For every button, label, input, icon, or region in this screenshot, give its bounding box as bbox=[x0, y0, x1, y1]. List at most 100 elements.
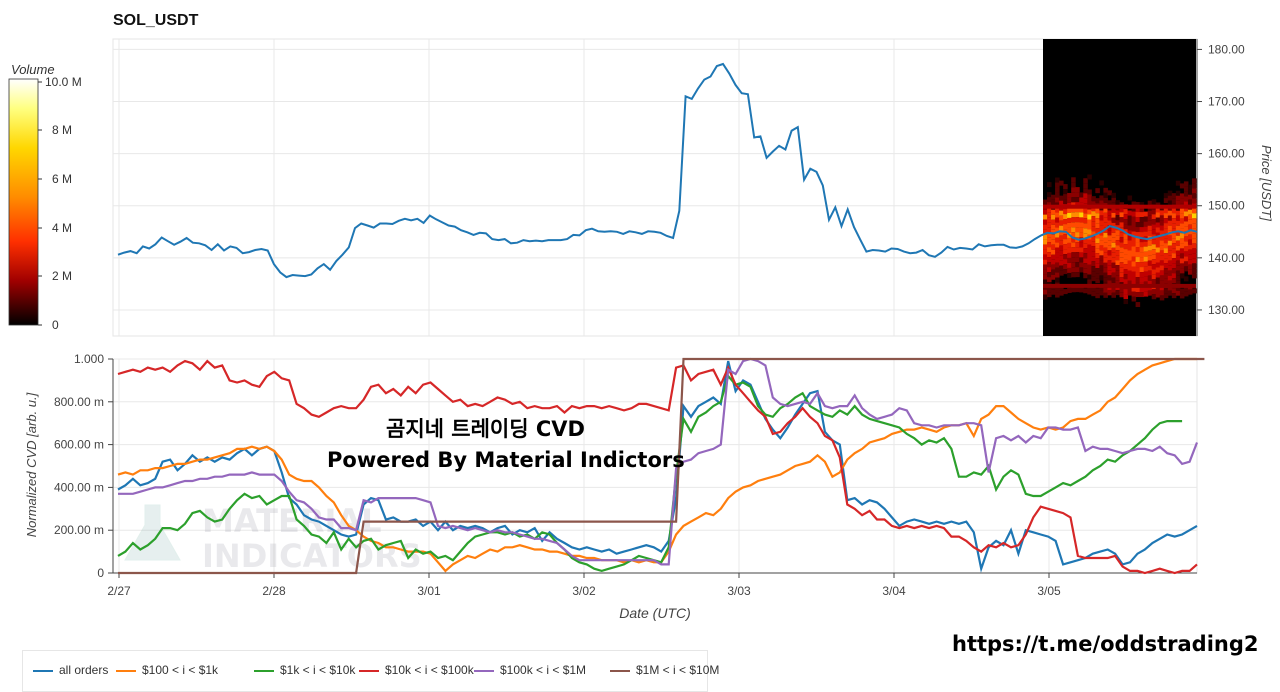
heatmap-cell bbox=[1107, 240, 1112, 246]
heatmap-cell bbox=[1183, 241, 1189, 247]
heatmap-cell bbox=[1103, 257, 1108, 263]
heatmap-cell bbox=[1075, 222, 1080, 228]
heatmap-cell bbox=[1143, 271, 1149, 277]
heatmap-cell bbox=[1167, 195, 1173, 201]
heatmap-cell bbox=[1051, 254, 1056, 260]
heatmap-cell bbox=[1099, 210, 1104, 216]
heatmap-cell bbox=[1087, 214, 1092, 220]
legend-label: $100k < i < $1M bbox=[500, 663, 587, 677]
heatmap-cell bbox=[1095, 198, 1100, 204]
heatmap-cell bbox=[1083, 193, 1088, 199]
heatmap-cell bbox=[1055, 272, 1060, 278]
heatmap-cell bbox=[1055, 277, 1060, 283]
heatmap-cell bbox=[1179, 268, 1185, 274]
heatmap-cell bbox=[1175, 275, 1181, 281]
heatmap-cell bbox=[1095, 288, 1100, 294]
heatmap-cell bbox=[1123, 224, 1129, 230]
cvd-series-line bbox=[117, 359, 1198, 575]
heatmap-cell bbox=[1163, 243, 1169, 249]
heatmap-cell bbox=[1111, 267, 1116, 273]
heatmap-cell bbox=[1111, 292, 1116, 298]
heatmap-cell bbox=[1155, 212, 1161, 218]
heatmap-cell bbox=[1055, 192, 1060, 198]
heatmap-cell bbox=[1171, 228, 1177, 234]
heatmap-cell bbox=[1147, 215, 1153, 221]
heatmap-cell bbox=[1103, 287, 1108, 293]
heatmap-cell bbox=[1115, 210, 1120, 216]
heatmap-cell bbox=[1103, 232, 1108, 238]
heatmap-cell bbox=[1131, 226, 1137, 232]
heatmap-cell bbox=[1095, 213, 1100, 219]
heatmap-cell bbox=[1135, 292, 1141, 298]
heatmap-cell bbox=[1111, 272, 1116, 278]
heatmap-cell bbox=[1167, 275, 1173, 281]
heatmap-cell bbox=[1055, 182, 1060, 188]
heatmap-cell bbox=[1087, 244, 1092, 250]
heatmap-cell bbox=[1115, 255, 1120, 261]
heatmap-cell bbox=[1043, 264, 1048, 270]
heatmap-band bbox=[1043, 283, 1196, 288]
heatmap-cell bbox=[1127, 210, 1133, 216]
heatmap-cell bbox=[1127, 285, 1133, 291]
heatmap-cell bbox=[1131, 271, 1137, 277]
heatmap-cell bbox=[1103, 212, 1108, 218]
heatmap-cell bbox=[1167, 260, 1173, 266]
heatmap-cell bbox=[1167, 245, 1173, 251]
heatmap-cell bbox=[1191, 263, 1197, 269]
heatmap-cell bbox=[1143, 246, 1149, 252]
cvd-series-line bbox=[118, 357, 1199, 566]
heatmap-cell bbox=[1091, 261, 1096, 267]
heatmap-cell bbox=[1143, 291, 1149, 297]
heatmap-cell bbox=[1171, 268, 1177, 274]
colorbar-tick-label: 10.0 M bbox=[45, 75, 82, 89]
heatmap-cell bbox=[1135, 232, 1141, 238]
heatmap-cell bbox=[1047, 242, 1052, 248]
telegram-link[interactable]: https://t.me/oddstrading2 bbox=[952, 632, 1259, 656]
heatmap-cell bbox=[1087, 274, 1092, 280]
heatmap-cell bbox=[1071, 217, 1076, 223]
cvd-tick-label: 0 bbox=[97, 566, 104, 580]
heatmap-cell bbox=[1119, 247, 1125, 253]
heatmap-cell bbox=[1099, 260, 1104, 266]
heatmap-cell bbox=[1147, 270, 1153, 276]
heatmap-cell bbox=[1063, 239, 1068, 245]
heatmap-cell bbox=[1079, 247, 1084, 253]
heatmap-cell bbox=[1087, 219, 1092, 225]
heatmap-cell bbox=[1067, 192, 1072, 198]
heatmap-cell bbox=[1051, 244, 1056, 250]
heatmap-cell bbox=[1083, 218, 1088, 224]
price-tick-label: 160.00 bbox=[1208, 147, 1245, 161]
heatmap-cell bbox=[1067, 257, 1072, 263]
heatmap-cell bbox=[1163, 198, 1169, 204]
heatmap-cell bbox=[1183, 191, 1189, 197]
heatmap-cell bbox=[1115, 280, 1120, 286]
cvd-tick-label: 200.00 m bbox=[54, 523, 104, 537]
heatmap-cell bbox=[1075, 197, 1080, 203]
heatmap-cell bbox=[1111, 222, 1116, 228]
heatmap-cell bbox=[1155, 292, 1161, 298]
heatmap-cell bbox=[1111, 192, 1116, 198]
heatmap-cell bbox=[1167, 285, 1173, 291]
heatmap-cell bbox=[1087, 199, 1092, 205]
heatmap-cell bbox=[1043, 214, 1048, 220]
heatmap-cell bbox=[1075, 227, 1080, 233]
heatmap-cell bbox=[1155, 227, 1161, 233]
heatmap-cell bbox=[1147, 290, 1153, 296]
colorbar-tick-label: 4 M bbox=[52, 221, 72, 235]
price-tick-label: 170.00 bbox=[1208, 95, 1245, 109]
heatmap-cell bbox=[1183, 291, 1189, 297]
heatmap-cell bbox=[1079, 242, 1084, 248]
price-tick-label: 180.00 bbox=[1208, 42, 1245, 56]
heatmap-cell bbox=[1111, 232, 1116, 238]
heatmap-cell bbox=[1163, 288, 1169, 294]
heatmap-cell bbox=[1091, 276, 1096, 282]
x-tick-label: 3/05 bbox=[1037, 584, 1061, 598]
cvd-tick-label: 400.00 m bbox=[54, 480, 104, 494]
heatmap-cell bbox=[1075, 267, 1080, 273]
heatmap-cell bbox=[1095, 238, 1100, 244]
heatmap-cell bbox=[1103, 187, 1108, 193]
heatmap-cell bbox=[1087, 289, 1092, 295]
heatmap-cell bbox=[1051, 269, 1056, 275]
heatmap-cell bbox=[1055, 187, 1060, 193]
